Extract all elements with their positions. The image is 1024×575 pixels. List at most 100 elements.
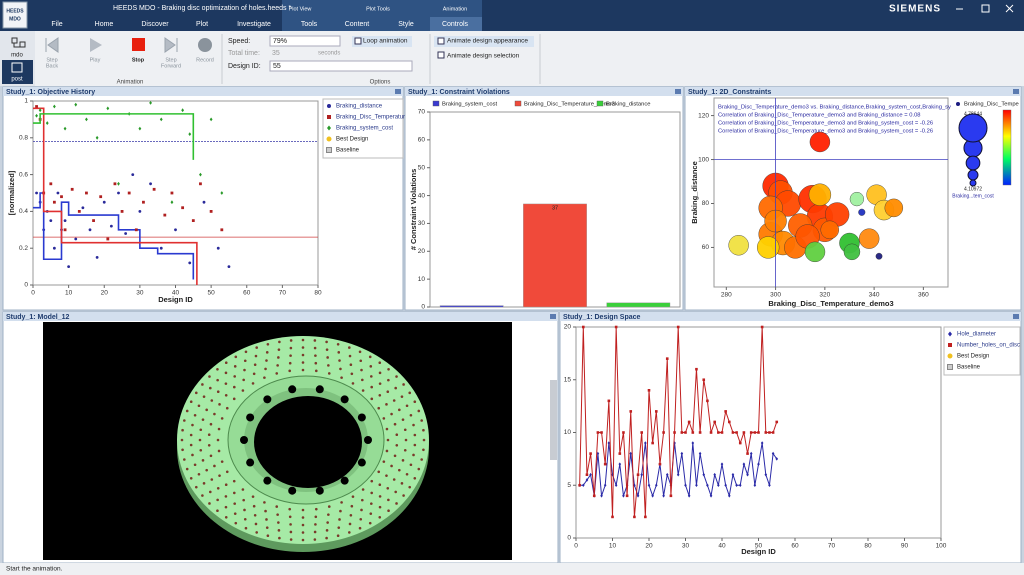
data-point xyxy=(220,191,224,195)
disc-hole xyxy=(224,382,228,385)
legend-footer: Braking...tem_cost xyxy=(952,193,994,199)
data-point xyxy=(775,457,779,461)
disc-hole xyxy=(253,513,257,517)
button-label[interactable]: Play xyxy=(90,57,101,63)
unit: seconds xyxy=(318,51,340,57)
ribbon-tab[interactable]: Investigate xyxy=(237,21,271,28)
annotation: Braking_Disc_Temperature_demo3 vs. Braki… xyxy=(718,105,951,111)
scrollbar[interactable] xyxy=(550,380,557,460)
data-point xyxy=(647,483,651,488)
ribbon-tab[interactable]: Style xyxy=(398,21,414,28)
ribbon-tab[interactable]: Content xyxy=(345,21,370,28)
y-tick-label: 0 xyxy=(567,535,571,542)
button-label[interactable]: Back xyxy=(46,63,58,69)
disc-hole xyxy=(420,458,423,461)
disc-hole xyxy=(208,375,211,378)
checkbox[interactable] xyxy=(437,37,445,45)
x-tick-label: 360 xyxy=(918,292,929,299)
disc-hole xyxy=(199,448,203,452)
panel-button[interactable] xyxy=(1013,314,1019,319)
panel-button[interactable] xyxy=(675,89,681,94)
x-tick-label: 30 xyxy=(136,290,144,297)
legend-marker xyxy=(327,125,331,131)
window-title: HEEDS MDO - Braking disc optimization of… xyxy=(113,5,291,12)
checkbox[interactable] xyxy=(437,51,445,59)
disc-hole xyxy=(370,502,373,505)
ribbon-tab[interactable]: File xyxy=(51,21,62,28)
disc-hole xyxy=(194,391,198,395)
appearance-toggle[interactable] xyxy=(434,36,534,47)
checkbox-label[interactable]: Animate design appearance xyxy=(447,38,528,45)
data-point xyxy=(735,483,738,488)
disc-hole xyxy=(395,433,399,437)
data-point xyxy=(603,462,607,466)
data-point xyxy=(724,410,727,413)
legend-label: Braking_distance xyxy=(606,102,650,108)
ribbon-tab[interactable]: Plot xyxy=(196,21,208,28)
panel-button[interactable] xyxy=(395,89,401,94)
disc-hole xyxy=(369,365,373,368)
data-point xyxy=(695,367,698,371)
ribbon-tab[interactable]: Home xyxy=(95,21,114,28)
hub-notch xyxy=(315,486,324,495)
disc-hole xyxy=(385,474,388,477)
ribbon-tab[interactable]: Discover xyxy=(141,21,169,28)
data-point xyxy=(665,472,669,477)
ribbon-tab[interactable]: Tools xyxy=(301,21,318,28)
data-point xyxy=(95,256,99,259)
disc-hole xyxy=(417,467,421,471)
loop-toggle[interactable] xyxy=(352,36,412,47)
data-point xyxy=(724,483,727,488)
disc-hole xyxy=(358,350,362,354)
disc-hole xyxy=(401,459,405,462)
disc-hole xyxy=(254,354,258,358)
button-label[interactable]: Stop xyxy=(132,57,145,63)
button-label[interactable]: Forward xyxy=(161,63,181,69)
checkbox-label[interactable]: Loop animation xyxy=(363,38,408,45)
data-point xyxy=(768,483,771,488)
disc-hole xyxy=(264,509,267,513)
x-tick-label: 40 xyxy=(172,290,180,297)
checkbox[interactable] xyxy=(354,37,362,45)
legend-label: Best Design xyxy=(336,137,368,143)
data-point xyxy=(63,219,67,223)
hub-notch xyxy=(288,486,297,495)
button-icons[interactable] xyxy=(45,37,212,53)
data-point xyxy=(742,431,746,434)
disc-hole xyxy=(244,350,248,354)
button-label[interactable]: Step xyxy=(165,57,176,63)
speed-box[interactable] xyxy=(269,35,341,47)
panel-button[interactable] xyxy=(550,314,556,319)
data-point xyxy=(149,182,152,186)
bubble xyxy=(809,131,831,153)
data-point xyxy=(70,187,74,191)
data-point xyxy=(713,472,716,477)
disc-hole xyxy=(277,348,281,351)
data-point xyxy=(227,265,231,268)
disc-hole xyxy=(325,348,329,351)
y-tick-label: 50 xyxy=(418,164,426,171)
checkbox-label[interactable]: Animate design selection xyxy=(447,53,520,60)
design-id-box[interactable] xyxy=(269,60,413,72)
disc-hole xyxy=(313,346,317,350)
data-point xyxy=(680,451,684,456)
x-tick-label: 100 xyxy=(936,543,947,550)
panel-button[interactable] xyxy=(1013,89,1019,94)
data-point xyxy=(199,182,202,186)
data-point xyxy=(95,135,99,140)
disc-hole xyxy=(325,536,328,540)
disc-hole xyxy=(193,413,197,417)
x-tick-label: 10 xyxy=(65,290,73,297)
data-point xyxy=(760,325,764,329)
window-controls[interactable] xyxy=(956,4,1014,13)
ribbon-tab[interactable]: Controls xyxy=(442,21,469,28)
disc-hole xyxy=(216,498,219,502)
disc-hole xyxy=(301,361,305,364)
data-point xyxy=(74,102,78,107)
button-label[interactable]: Step xyxy=(46,57,57,63)
disc-hole xyxy=(338,518,341,521)
disc-hole xyxy=(198,438,202,442)
button-label[interactable]: Record xyxy=(196,57,214,63)
legend-marker xyxy=(948,343,952,347)
disc-hole xyxy=(392,399,396,402)
